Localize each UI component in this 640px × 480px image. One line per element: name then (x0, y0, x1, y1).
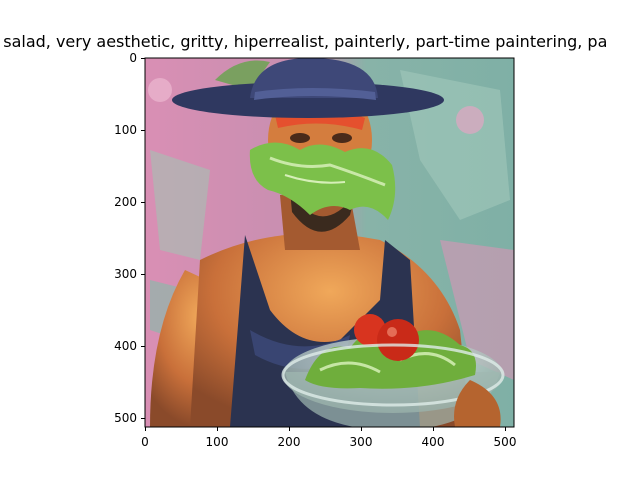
y-tick-label: 500 (114, 411, 137, 425)
y-tick-label: 0 (129, 51, 137, 65)
figure-title: n salad, very aesthetic, gritty, hiperre… (0, 32, 608, 51)
x-tick-label: 300 (350, 435, 373, 449)
y-axis: 0 100 200 300 400 500 (114, 51, 145, 425)
x-tick-label: 100 (206, 435, 229, 449)
y-tick-label: 300 (114, 267, 137, 281)
y-tick-label: 200 (114, 195, 137, 209)
x-tick-label: 500 (494, 435, 517, 449)
painting-image (145, 58, 514, 427)
y-tick-label: 100 (114, 123, 137, 137)
x-tick-label: 400 (422, 435, 445, 449)
x-tick-label: 0 (141, 435, 149, 449)
axes-frame (144, 57, 515, 428)
x-tick-label: 200 (278, 435, 301, 449)
x-axis: 0 100 200 300 400 500 (141, 427, 516, 449)
y-tick-label: 400 (114, 339, 137, 353)
